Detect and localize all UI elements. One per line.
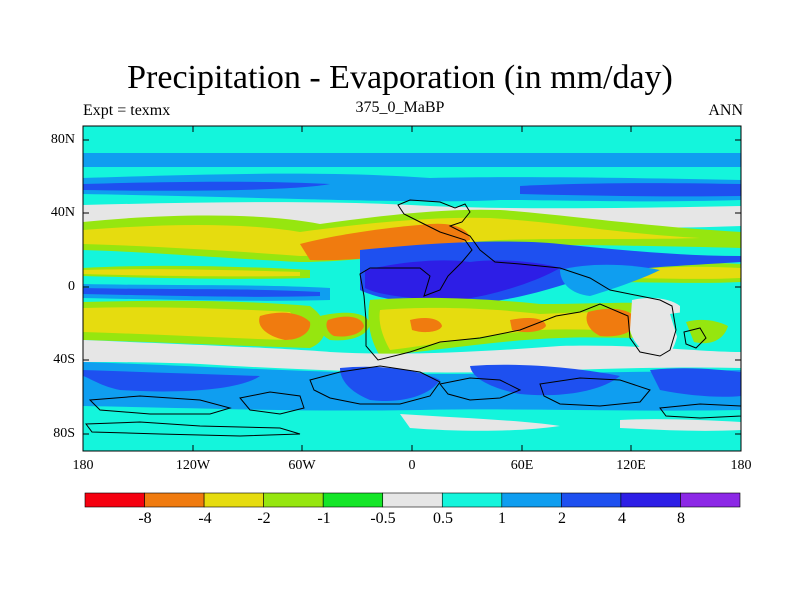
colorbar-label-1: -8: [138, 510, 152, 527]
lon-label-120e: 120E: [616, 458, 646, 473]
field-band-north-2-core-east: [520, 183, 741, 197]
field-purple-tropics: [365, 260, 560, 300]
season-label: ANN: [708, 102, 743, 119]
field-orange-africa-s: [410, 318, 442, 333]
colorbar-label-7: 1: [498, 510, 506, 527]
colorbar-swatch-5: [322, 492, 384, 508]
field-band-north-1: [83, 153, 741, 167]
field-yellow-itcz: [83, 269, 300, 277]
colorbar-label-4: -1: [317, 510, 331, 527]
field-darkblue-50s-atlantic: [340, 366, 440, 402]
coastline-main: [359, 199, 677, 361]
colorbar-label-2: -4: [198, 510, 212, 527]
field-grey-high-south-e: [620, 419, 741, 431]
field-orange-indian: [510, 318, 546, 333]
colorbar-swatch-7: [441, 492, 503, 508]
field-cyan-high-south: [83, 408, 741, 451]
colorbar-swatch-2: [144, 492, 205, 508]
field-blue-pacific-eq: [560, 264, 660, 296]
lon-label-180w: 180: [72, 458, 94, 473]
lat-label-0: 0: [68, 279, 75, 294]
field-green-south-pacific: [686, 319, 728, 344]
coastline-island: [683, 327, 707, 349]
lat-ticks: [83, 139, 741, 435]
lon-ticks: [82, 126, 742, 451]
field-orange-sahara: [300, 223, 470, 261]
colorbar: [84, 492, 741, 508]
lon-label-180e: 180: [730, 458, 752, 473]
map-field: [83, 126, 741, 451]
colorbar-swatch-9: [561, 492, 622, 508]
coastline-south-5: [88, 395, 232, 415]
lon-label-60e: 60E: [510, 458, 534, 473]
colorbar-swatch-3: [203, 492, 264, 508]
colorbar-label-10: 8: [677, 510, 685, 527]
lat-label-40n: 40N: [50, 205, 75, 220]
colorbar-swatch-11: [680, 492, 741, 508]
field-band-north-2-core: [83, 181, 330, 191]
field-darkblue-eq-west: [83, 288, 320, 297]
lon-label-0: 0: [408, 458, 416, 473]
field-yellow-20s-west: [83, 307, 298, 340]
field-grey-australia-east: [630, 298, 680, 356]
colorbar-swatch-4: [263, 492, 324, 508]
field-orange-australia: [586, 308, 638, 337]
field-darkblue-50s-w: [83, 370, 260, 392]
coastline-south-1: [309, 365, 441, 405]
coastline-south-4: [239, 391, 305, 415]
coastlines: [85, 199, 741, 437]
field-orange-south-america: [326, 316, 364, 337]
field-grey-35s: [83, 340, 741, 373]
lat-label-80s: 80S: [53, 426, 75, 441]
colorbar-swatch-1: [84, 492, 145, 508]
lat-label-80n: 80N: [50, 132, 75, 147]
field-darkblue-50s-indian: [470, 364, 620, 396]
colorbar-swatch-10: [620, 492, 681, 508]
lat-label-40s: 40S: [53, 352, 75, 367]
plot-title: Precipitation - Evaporation (in mm/day): [127, 59, 673, 96]
lon-label-120w: 120W: [175, 458, 211, 473]
colorbar-label-5: -0.5: [370, 510, 396, 527]
time-label: 375_0_MaBP: [355, 99, 445, 116]
field-orange-20s-west: [259, 312, 311, 340]
experiment-label: Expt = texmx: [83, 102, 171, 119]
coastline-south-2: [439, 377, 522, 401]
field-grey-high-south: [400, 414, 560, 431]
colorbar-label-8: 2: [558, 510, 566, 527]
coastline-antarctic: [85, 421, 301, 437]
coastline-south-3: [539, 377, 651, 407]
colorbar-label-9: 4: [618, 510, 626, 527]
colorbar-label-3: -2: [257, 510, 271, 527]
field-darkblue-50s-e: [650, 368, 741, 397]
lon-label-60w: 60W: [288, 458, 316, 473]
colorbar-swatch-8: [501, 492, 562, 508]
coastline-south-6: [659, 403, 741, 419]
colorbar-swatch-6: [382, 492, 443, 508]
colorbar-label-6: 0.5: [433, 510, 453, 527]
